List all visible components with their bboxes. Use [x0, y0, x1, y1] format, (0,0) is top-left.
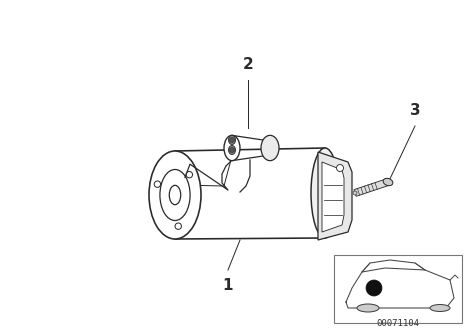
- Circle shape: [337, 165, 344, 171]
- Polygon shape: [354, 179, 389, 196]
- Circle shape: [229, 148, 235, 153]
- Ellipse shape: [261, 135, 279, 161]
- Circle shape: [229, 138, 235, 143]
- Text: 1: 1: [223, 278, 233, 293]
- Ellipse shape: [169, 185, 181, 205]
- Circle shape: [366, 280, 382, 296]
- Ellipse shape: [311, 148, 339, 238]
- Ellipse shape: [224, 135, 240, 161]
- Polygon shape: [322, 162, 344, 232]
- Polygon shape: [318, 152, 352, 240]
- Circle shape: [175, 223, 182, 229]
- Ellipse shape: [383, 178, 393, 186]
- Circle shape: [186, 171, 192, 178]
- Circle shape: [353, 191, 357, 195]
- Ellipse shape: [149, 151, 201, 239]
- Ellipse shape: [228, 136, 236, 145]
- Ellipse shape: [357, 304, 379, 312]
- Text: 3: 3: [410, 103, 420, 118]
- Ellipse shape: [228, 146, 236, 155]
- Ellipse shape: [160, 169, 190, 220]
- Text: 2: 2: [243, 57, 254, 72]
- Circle shape: [154, 181, 161, 187]
- Bar: [334, 255, 462, 323]
- Ellipse shape: [430, 305, 450, 312]
- Text: 00071104: 00071104: [376, 319, 419, 328]
